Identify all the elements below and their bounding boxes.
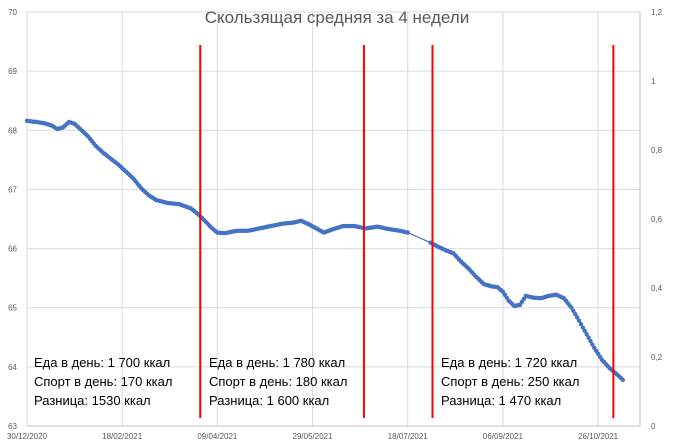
left-tick-label: 69 (8, 67, 17, 76)
chart-title: Скользящая средняя за 4 недели (205, 8, 469, 27)
left-axis-ticks: 63 64 65 66 67 68 69 70 (8, 8, 17, 431)
data-point (569, 305, 574, 310)
right-tick-label: 0,6 (651, 215, 663, 224)
x-tick-label: 09/04/2021 (197, 432, 238, 441)
data-point (588, 338, 593, 344)
annotation-line: Разница: 1 470 ккал (441, 393, 561, 408)
right-tick-label: 0,2 (651, 353, 663, 362)
left-tick-label: 66 (8, 245, 17, 254)
left-tick-label: 67 (8, 185, 17, 194)
annotations: Еда в день: 1 700 ккал Спорт в день: 170 … (34, 355, 579, 408)
x-tick-label: 29/05/2021 (293, 432, 334, 441)
annotation-line: Еда в день: 1 720 ккал (441, 355, 577, 370)
series-weight (24, 118, 626, 383)
data-point (578, 321, 584, 327)
red-markers (199, 45, 615, 418)
data-point (573, 312, 578, 317)
data-point (576, 318, 582, 323)
data-point (574, 315, 580, 320)
annotation-line: Спорт в день: 180 ккал (209, 374, 347, 389)
data-point (571, 308, 576, 314)
right-tick-label: 0,8 (651, 146, 663, 155)
data-point (580, 325, 586, 330)
left-tick-label: 65 (8, 304, 17, 313)
left-tick-label: 63 (8, 422, 17, 431)
annotation-line: Спорт в день: 170 ккал (34, 374, 172, 389)
grid-lines (26, 11, 640, 426)
right-axis-ticks: 0 0,2 0,4 0,6 0,8 1 1,2 (651, 8, 663, 431)
annotation-line: Разница: 1530 ккал (34, 393, 151, 408)
right-tick-label: 1 (651, 77, 656, 86)
axes (27, 12, 641, 427)
left-tick-label: 64 (8, 363, 17, 372)
data-point (405, 230, 410, 235)
right-tick-label: 0,4 (651, 284, 663, 293)
annotation-line: Спорт в день: 250 ккал (441, 374, 579, 389)
x-tick-label: 18/07/2021 (388, 432, 429, 441)
x-tick-label: 18/02/2021 (102, 432, 143, 441)
data-point (620, 377, 626, 383)
annotation-line: Еда в день: 1 700 ккал (34, 355, 170, 370)
right-tick-label: 1,2 (651, 8, 663, 17)
data-point (582, 328, 587, 334)
x-axis-ticks: 30/12/2020 18/02/2021 09/04/2021 29/05/2021… (7, 432, 619, 441)
left-tick-label: 68 (8, 126, 17, 135)
left-tick-label: 70 (8, 8, 17, 17)
x-tick-label: 26/10/2021 (578, 432, 619, 441)
right-tick-label: 0 (651, 422, 656, 431)
data-point (586, 335, 591, 340)
x-tick-label: 30/12/2020 (7, 432, 48, 441)
data-point (584, 332, 589, 337)
annotation-line: Еда в день: 1 780 ккал (209, 355, 345, 370)
x-tick-label: 06/09/2021 (483, 432, 524, 441)
data-point (590, 342, 595, 347)
annotation-line: Разница: 1 600 ккал (209, 393, 329, 408)
